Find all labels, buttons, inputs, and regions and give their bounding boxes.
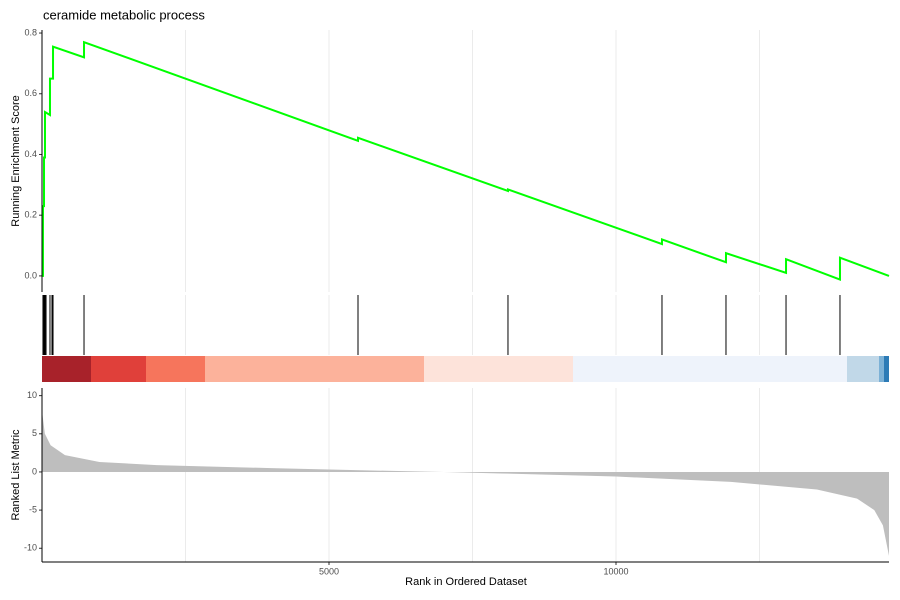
color-bar: [42, 356, 889, 382]
color-bar-segment: [573, 356, 847, 382]
y-tick-label: 5: [32, 428, 37, 438]
color-bar-segment: [424, 356, 573, 382]
y-tick-label: -5: [29, 504, 37, 514]
panel: -10 -5 0 5 10 5000 10000: [24, 388, 889, 576]
color-bar-segment: [146, 356, 205, 382]
chart-title: ceramide metabolic process: [43, 7, 205, 22]
y-tick-label: 0.4: [24, 149, 37, 159]
panel: 0.0 0.2 0.4 0.6 0.8: [24, 27, 890, 292]
color-bar-segment: [884, 356, 889, 382]
color-bar-segment: [205, 356, 424, 382]
color-bar-segment: [879, 356, 884, 382]
y-tick-label: 0.8: [24, 27, 37, 37]
y-tick-label: 0.2: [24, 210, 37, 220]
x-tick-label: 10000: [603, 566, 628, 576]
color-bar-segment: [42, 356, 91, 382]
y-tick-label: 0.6: [24, 88, 37, 98]
y-tick-label: 0: [32, 466, 37, 476]
y-tick-label: -10: [24, 543, 37, 553]
enrichment-line: [41, 40, 890, 281]
y-tick-label: 10: [27, 390, 37, 400]
x-axis-label: Rank in Ordered Dataset: [405, 576, 527, 588]
y-tick-label: 0.0: [24, 270, 37, 280]
color-bar-segment: [847, 356, 879, 382]
color-bar-segment: [91, 356, 146, 382]
x-tick-label: 5000: [319, 566, 339, 576]
y-axis-label: Ranked List Metric: [10, 429, 22, 521]
panel: [42, 295, 841, 355]
metric-area: [42, 410, 889, 556]
y-axis-label: Running Enrichment Score: [10, 95, 22, 226]
